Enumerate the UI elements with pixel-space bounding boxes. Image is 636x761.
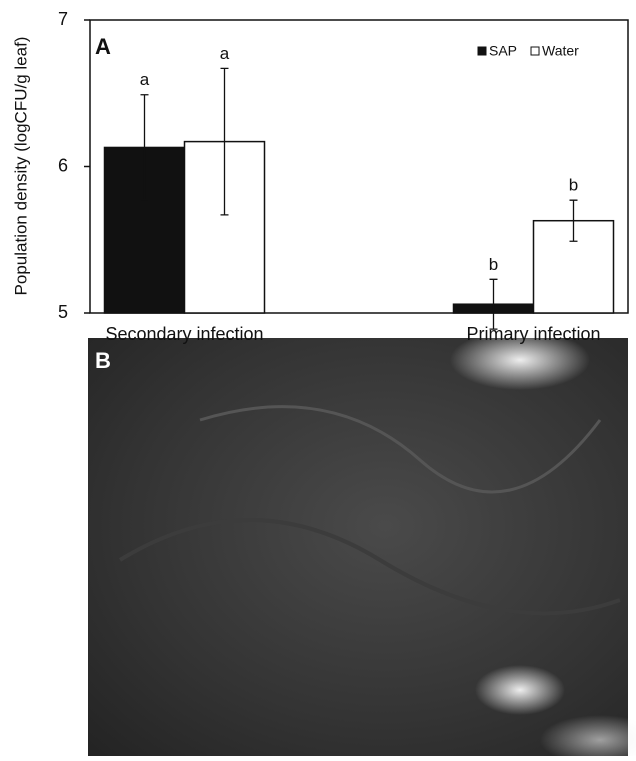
legend-label: Water bbox=[542, 43, 579, 59]
legend-swatch bbox=[530, 46, 540, 56]
significance-letter: b bbox=[489, 255, 498, 274]
y-tick-label: 5 bbox=[58, 302, 68, 322]
photo-label: B bbox=[95, 348, 111, 373]
legend-label: SAP bbox=[489, 43, 517, 59]
significance-letter: b bbox=[569, 176, 578, 195]
photo-highlight bbox=[540, 715, 636, 761]
photo-texture bbox=[199, 405, 602, 494]
error-bar bbox=[140, 94, 149, 201]
panel-label: A bbox=[95, 34, 111, 59]
significance-letter: a bbox=[140, 70, 150, 89]
x-tick-label: Primary infection bbox=[466, 324, 600, 344]
photo-texture bbox=[118, 518, 621, 616]
photo-highlight bbox=[450, 330, 590, 390]
y-tick-label: 7 bbox=[58, 9, 68, 29]
photo bbox=[88, 330, 636, 761]
photo-highlight bbox=[475, 665, 565, 715]
y-axis-label: Population density (logCFU/g leaf) bbox=[11, 37, 30, 296]
error-bar bbox=[220, 67, 229, 216]
x-tick-label: Secondary infection bbox=[105, 324, 263, 344]
significance-letter: a bbox=[220, 44, 230, 63]
error-bar bbox=[569, 199, 578, 242]
y-tick-label: 6 bbox=[58, 155, 68, 175]
legend-swatch bbox=[477, 46, 487, 56]
error-bar bbox=[489, 278, 498, 330]
